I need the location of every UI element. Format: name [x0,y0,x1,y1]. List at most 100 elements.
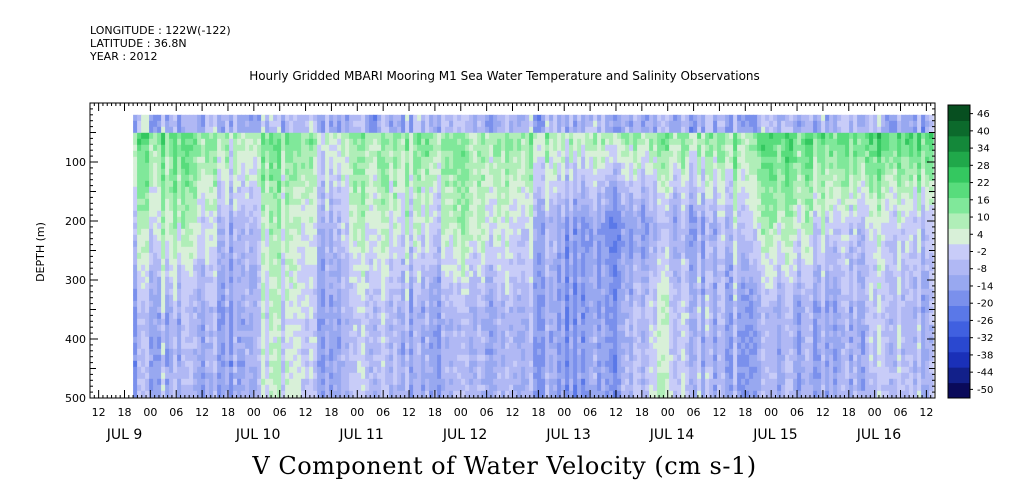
heatmap-cell [493,198,498,206]
heatmap-cell [529,294,534,302]
heatmap-cell [421,120,426,128]
heatmap-cell [429,348,434,356]
heatmap-cell [449,156,454,164]
heatmap-cell [513,324,518,332]
heatmap-cell [189,258,194,266]
heatmap-cell [197,372,202,380]
heatmap-cell [469,252,474,260]
heatmap-cell [257,366,262,374]
heatmap-cell [433,162,438,170]
heatmap-cell [473,234,478,242]
heatmap-cell [249,288,254,296]
heatmap-cell [537,234,542,242]
heatmap-cell [273,330,278,338]
heatmap-cell [193,360,198,368]
heatmap-cell [553,264,558,272]
heatmap-cell [421,198,426,206]
heatmap-cell [493,384,498,392]
heatmap-cell [425,258,430,266]
heatmap-cell [409,192,414,200]
heatmap-cell [409,132,414,140]
heatmap-cell [377,270,382,278]
heatmap-cell [169,144,174,152]
heatmap-cell [265,114,270,122]
heatmap-cell [325,300,330,308]
heatmap-cell [161,312,166,320]
heatmap-cell [189,348,194,356]
heatmap-cell [497,138,502,146]
heatmap-cell [213,336,218,344]
heatmap-cell [229,240,234,248]
heatmap-cell [501,360,506,368]
heatmap-cell [145,180,150,188]
heatmap-cell [173,342,178,350]
heatmap-cell [289,372,294,380]
heatmap-cell [365,162,370,170]
heatmap-cell [429,390,434,398]
heatmap-cell [365,348,370,356]
heatmap-cell [501,384,506,392]
heatmap-cell [201,282,206,290]
heatmap-cell [429,144,434,152]
heatmap-cell [185,222,190,230]
heatmap-cell [145,240,150,248]
heatmap-cell [177,132,182,140]
heatmap-cell [181,252,186,260]
heatmap-cell [245,198,250,206]
heatmap-cell [249,186,254,194]
heatmap-cell [309,240,314,248]
heatmap-cell [165,294,170,302]
heatmap-cell [265,252,270,260]
heatmap-cell [485,144,490,152]
heatmap-cell [245,300,250,308]
heatmap-cell [421,288,426,296]
heatmap-cell [453,144,458,152]
heatmap-cell [461,282,466,290]
heatmap-cell [253,228,258,236]
heatmap-cell [401,366,406,374]
heatmap-cell [345,366,350,374]
heatmap-cell [293,300,298,308]
heatmap-cell [401,390,406,398]
heatmap-cell [245,132,250,140]
heatmap-cell [297,276,302,284]
heatmap-cell [153,204,158,212]
heatmap-cell [349,120,354,128]
heatmap-cell [169,162,174,170]
heatmap-cell [453,294,458,302]
heatmap-cell [517,390,522,398]
heatmap-cell [361,246,366,254]
heatmap-cell [401,120,406,128]
heatmap-cell [441,336,446,344]
heatmap-cell [225,360,230,368]
heatmap-cell [241,210,246,218]
heatmap-cell [557,120,562,128]
heatmap-cell [477,252,482,260]
heatmap-cell [293,360,298,368]
heatmap-cell [189,252,194,260]
heatmap-cell [485,210,490,218]
heatmap-cell [145,354,150,362]
heatmap-cell [469,126,474,134]
heatmap-cell [381,138,386,146]
heatmap-cell [289,384,294,392]
heatmap-cell [497,228,502,236]
heatmap-cell [169,294,174,302]
heatmap-cell [469,360,474,368]
heatmap-cell [449,348,454,356]
heatmap-cell [341,282,346,290]
heatmap-cell [301,234,306,242]
heatmap-cell [405,318,410,326]
heatmap-cell [149,336,154,344]
heatmap-cell [393,204,398,212]
heatmap-cell [301,264,306,272]
heatmap-cell [417,192,422,200]
heatmap-cell [245,138,250,146]
heatmap-cell [161,240,166,248]
heatmap-cell [317,120,322,128]
heatmap-cell [397,252,402,260]
heatmap-cell [437,342,442,350]
heatmap-cell [361,156,366,164]
heatmap-cell [253,114,258,122]
heatmap-cell [161,162,166,170]
